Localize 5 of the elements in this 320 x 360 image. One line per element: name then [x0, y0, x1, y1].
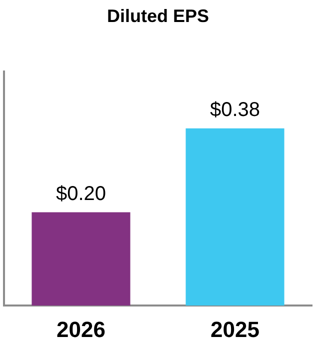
- data-label: $0.38: [210, 98, 260, 121]
- chart-title: Diluted EPS: [106, 6, 210, 26]
- x-tick-label: 2025: [210, 316, 260, 342]
- data-label: $0.20: [56, 182, 106, 205]
- x-tick-label: 2026: [56, 316, 106, 342]
